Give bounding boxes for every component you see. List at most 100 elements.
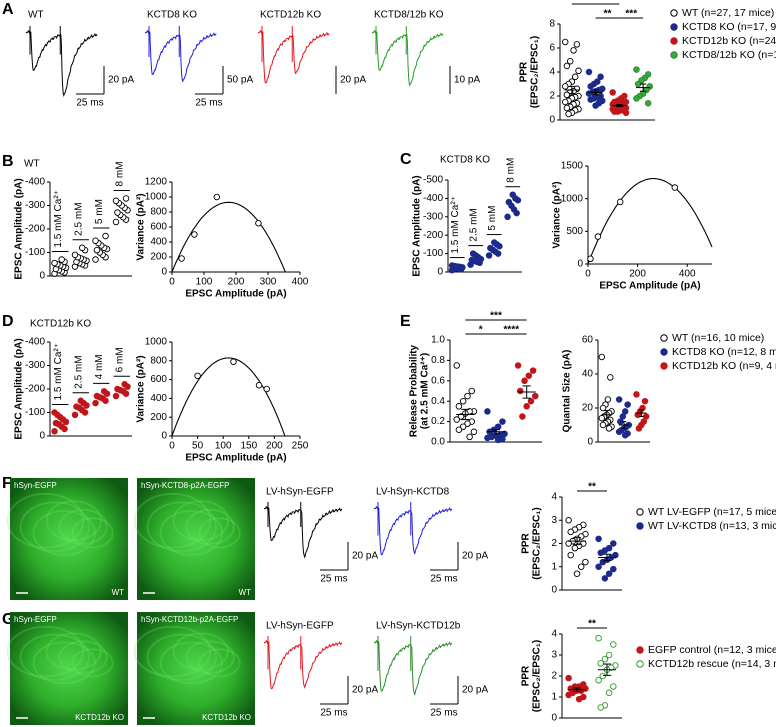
y-tick-label: 0.8 — [431, 355, 445, 366]
data-point — [619, 413, 627, 420]
data-point — [585, 68, 593, 76]
trace — [144, 30, 217, 83]
data-point — [633, 66, 640, 73]
x-tick-label: 400 — [292, 277, 309, 288]
data-point — [582, 558, 589, 566]
y-axis-label: EPSC Amplitude (pA) — [14, 338, 25, 439]
y-tick-label: -400 — [25, 177, 45, 188]
legend-label: WT LV-KCTD8 (n=13, 3 mice) — [648, 520, 776, 532]
y-tick-label: 4 — [549, 67, 555, 78]
image-label: KCTD12b KO — [202, 713, 251, 722]
panel-letter: C — [400, 151, 412, 168]
y-axis-label: (EPSC₂/EPSC₁) — [532, 507, 543, 579]
data-point — [457, 413, 465, 420]
y-axis-label: PPR — [521, 665, 532, 686]
data-point — [484, 408, 491, 415]
y-tick-label: -100 — [25, 407, 45, 418]
data-point — [599, 672, 607, 680]
legend-marker — [670, 37, 678, 45]
y-tick-label: -100 — [423, 248, 443, 259]
x-tick-label: 300 — [260, 277, 277, 288]
panel-letter: D — [2, 313, 14, 330]
micrograph-texture — [58, 640, 108, 675]
x-tick-label: 100 — [215, 441, 232, 452]
micrograph-texture — [172, 632, 229, 671]
y-tick-label: 4 — [551, 629, 557, 640]
data-point — [610, 683, 617, 690]
y-tick-label: 0 — [551, 713, 557, 724]
data-point — [487, 244, 494, 252]
y-axis-label: PPR — [519, 61, 530, 82]
data-point — [601, 655, 609, 663]
scale-label: 25 ms — [76, 98, 103, 109]
data-point — [563, 91, 571, 99]
significance-label: *** — [490, 311, 502, 322]
data-point — [52, 419, 60, 427]
legend-label: KCTD8/12b KO (n=11, 7 mice) — [682, 49, 776, 61]
legend-marker — [636, 660, 644, 668]
panel-letter: A — [2, 1, 14, 18]
group-label: 5 mM — [94, 199, 105, 224]
scale-label: 25 ms — [320, 574, 347, 585]
scale-label: 25 ms — [430, 708, 457, 719]
data-point — [71, 251, 79, 259]
data-point — [597, 73, 604, 81]
y-tick-label: 0.4 — [431, 396, 445, 407]
data-point — [532, 392, 539, 400]
y-tick-label: 800 — [150, 207, 167, 218]
data-point — [641, 397, 649, 405]
panel-label: KCTD12b KO — [30, 319, 91, 330]
micrograph — [10, 612, 128, 725]
y-tick-label: 60 — [582, 335, 594, 346]
data-point — [122, 195, 130, 202]
y-tick-label: 600 — [150, 222, 167, 233]
y-tick-label: 20 — [582, 403, 594, 414]
y-axis-label: Variance (pA²) — [136, 193, 147, 260]
trace — [373, 640, 453, 697]
data-point — [644, 99, 652, 107]
y-tick-label: 1000 — [145, 192, 168, 203]
trace — [371, 30, 444, 87]
y-tick-label: 1200 — [145, 177, 168, 188]
data-point — [464, 392, 471, 400]
data-point — [567, 528, 574, 536]
group-label: 6 mM — [114, 347, 125, 372]
data-point — [599, 558, 607, 566]
data-point — [191, 231, 198, 238]
data-point — [77, 397, 84, 405]
data-point — [571, 544, 579, 552]
data-point — [469, 250, 477, 257]
legend-label: WT (n=16, 10 mice) — [672, 332, 764, 344]
scale-label: 50 pA — [227, 75, 253, 86]
data-point — [114, 209, 121, 216]
x-tick-label: 0 — [585, 269, 591, 280]
y-tick-label: -300 — [25, 360, 45, 371]
fit-curve — [587, 178, 713, 265]
legend-label: KCTD12b KO (n=9, 4 mice) — [672, 360, 776, 372]
micrograph — [137, 612, 255, 725]
data-point — [597, 660, 604, 667]
x-axis-label: EPSC Amplitude (pA) — [599, 281, 700, 292]
data-point — [633, 95, 640, 102]
data-point — [605, 425, 613, 432]
data-point — [570, 47, 577, 54]
fit-curve — [171, 357, 286, 437]
data-point — [509, 191, 517, 198]
data-point — [633, 391, 640, 398]
data-point — [566, 57, 574, 65]
data-point — [448, 262, 456, 269]
data-point — [114, 385, 121, 393]
y-tick-label: 0.0 — [431, 437, 445, 448]
y-tick-label: 0 — [39, 271, 45, 282]
legend-marker — [636, 522, 644, 530]
y-tick-label: 0 — [549, 115, 555, 126]
data-point — [459, 423, 467, 430]
micrograph-texture — [146, 633, 218, 681]
scale-label: 20 pA — [352, 685, 378, 696]
data-point — [594, 233, 602, 240]
legend-marker — [670, 51, 678, 59]
scale-label: 25 ms — [320, 708, 347, 719]
data-point — [607, 374, 614, 381]
y-tick-label: 3 — [551, 515, 557, 526]
